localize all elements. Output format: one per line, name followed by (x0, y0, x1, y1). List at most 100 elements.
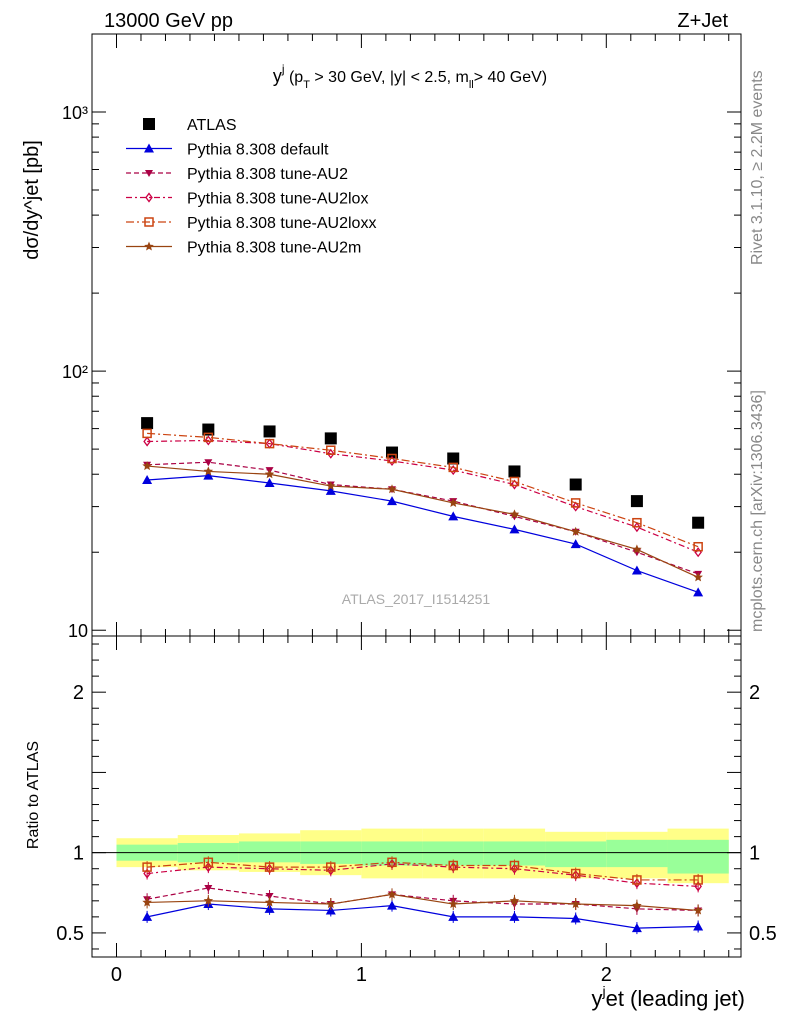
ratio-point-au2loxx (142, 862, 152, 872)
ratio-y-axis-label: Ratio to ATLAS (25, 741, 42, 849)
ratio-point-au2lox (143, 868, 151, 879)
point-au2loxx (142, 428, 152, 439)
point-default (264, 477, 275, 487)
ratio-frame (91, 635, 742, 958)
legend-marker-au2loxx (144, 217, 154, 227)
ratio-y-tick-label-right: 2 (749, 682, 760, 704)
analysis-watermark: ATLAS_2017_I1514251 (342, 591, 491, 607)
ratio-point-au2m (264, 897, 275, 907)
point-default (693, 587, 704, 597)
ratio-point-au2 (204, 884, 213, 892)
ratio-point-au2loxx (509, 860, 520, 871)
main-y-tick-label: 10² (62, 362, 88, 382)
point-au2m (203, 466, 214, 476)
ratio-point-au2loxx (570, 868, 581, 879)
main-y-tick-label: 10³ (62, 103, 88, 123)
point-atlas (569, 478, 582, 491)
point-au2loxx (264, 438, 275, 449)
point-au2m (387, 484, 397, 494)
point-default (142, 474, 153, 484)
point-au2loxx (693, 541, 703, 552)
ratio-point-default (693, 921, 704, 931)
point-au2loxx (632, 517, 642, 528)
point-default (325, 485, 336, 495)
ratio-y-tick-label: 2 (73, 682, 84, 704)
point-au2lox (571, 501, 580, 512)
point-au2 (204, 459, 213, 467)
point-au2lox (326, 448, 335, 459)
ratio-point-default (631, 923, 642, 933)
point-au2m (142, 461, 152, 471)
ratio-band-inner-bin (545, 841, 607, 868)
series-line-au2 (147, 461, 699, 575)
series-line-au2loxx (147, 432, 699, 548)
ratio-point-au2m (448, 899, 458, 909)
point-au2loxx (326, 445, 336, 455)
point-au2loxx (387, 453, 397, 464)
legend-marker-atlas (143, 118, 155, 130)
ratio-point-au2lox (633, 878, 641, 889)
ratio-point-au2loxx (693, 875, 703, 885)
ratio-point-au2loxx (326, 862, 336, 872)
point-atlas (508, 465, 521, 478)
legend-marker-au2m (144, 241, 154, 251)
ratio-y-tick-label-right: 1 (749, 843, 760, 865)
point-au2lox (388, 455, 396, 467)
x-tick-label: 2 (601, 964, 612, 986)
rivet-label: Rivet 3.1.10, ≥ 2.2M events (749, 70, 766, 265)
point-au2lox (694, 547, 702, 558)
point-default (570, 539, 581, 549)
main-panel-series (141, 417, 705, 597)
ratio-point-au2m (509, 895, 520, 905)
ratio-point-default (570, 913, 581, 923)
point-default (631, 565, 642, 575)
ratio-point-au2lox (326, 865, 335, 876)
point-atlas (263, 425, 276, 438)
point-au2loxx (509, 476, 520, 487)
legend-label-atlas: ATLAS (187, 117, 237, 134)
point-au2m (693, 572, 703, 582)
ratio-band-inner-bin (238, 841, 301, 863)
ratio-point-au2loxx (387, 857, 397, 868)
ratio-point-default (142, 911, 153, 921)
ratio-y-tick-label-right: 0.5 (749, 923, 777, 945)
point-au2loxx (570, 498, 581, 508)
series-line-au2m (147, 465, 699, 578)
point-atlas (202, 423, 215, 436)
main-y-tick-label: 10 (68, 621, 88, 641)
legend-label-au2loxx: Pythia 8.308 tune-AU2loxx (187, 215, 376, 232)
point-atlas (324, 432, 337, 445)
ratio-point-au2m (632, 900, 642, 910)
point-au2lox (204, 435, 213, 446)
x-tick-label: 1 (356, 964, 367, 986)
legend-label-au2: Pythia 8.308 tune-AU2 (187, 166, 348, 183)
ratio-point-au2loxx (264, 862, 275, 872)
ratio-point-au2loxx (632, 875, 642, 885)
main-y-axis-label: dσ/dy^jet [pb] (21, 140, 43, 260)
ratio-point-au2m (203, 895, 214, 905)
ratio-line-au2lox (147, 863, 699, 887)
ratio-point-au2m (142, 897, 152, 907)
point-default (448, 511, 459, 521)
point-atlas (141, 417, 154, 430)
chart-title: yj (pT > 30 GeV, |y| < 2.5, mll> 40 GeV) (273, 62, 547, 91)
point-au2lox (143, 436, 151, 447)
point-atlas (692, 516, 705, 529)
series-line-default (147, 475, 699, 593)
ratio-point-au2loxx (448, 860, 458, 871)
ratio-point-au2m (693, 905, 703, 915)
point-atlas (447, 452, 460, 465)
point-au2loxx (203, 432, 214, 443)
ratio-line-au2loxx (147, 861, 699, 881)
point-au2m (326, 481, 336, 491)
ratio-line-au2m (147, 893, 699, 912)
point-au2lox (510, 479, 519, 490)
legend-label-au2m: Pythia 8.308 tune-AU2m (187, 240, 361, 257)
legend-label-au2lox: Pythia 8.308 tune-AU2lox (187, 191, 368, 208)
ratio-uncertainty-bands (92, 828, 741, 884)
point-default (387, 496, 398, 506)
legend-label-default: Pythia 8.308 default (187, 142, 329, 159)
panel-frames (91, 33, 742, 958)
ratio-point-au2m (387, 889, 397, 899)
